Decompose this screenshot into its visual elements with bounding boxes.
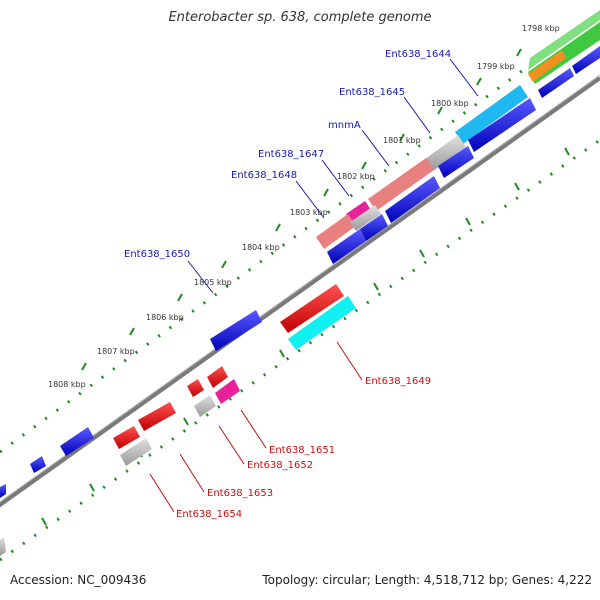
kbp-label-1808: 1808 kbp [48, 380, 86, 389]
gene-feature-blue-7[interactable] [327, 229, 366, 264]
gene-feature-ent638-1653[interactable] [138, 402, 176, 431]
gene-label-ent638-1644: Ent638_1644 [385, 49, 451, 60]
leader-lines-bottom [149, 341, 363, 513]
gene-feature-mnma[interactable] [368, 158, 434, 211]
outer-major-ticks [81, 48, 522, 371]
gene-feature-ent638-1650[interactable] [210, 310, 262, 351]
kbp-label-1805: 1805 kbp [194, 278, 232, 287]
kbp-label-1798: 1798 kbp [522, 24, 560, 33]
gene-feature-blue-8[interactable] [60, 427, 94, 456]
gene-feature-green-2[interactable] [528, 10, 600, 70]
gene-feature-orange[interactable] [528, 50, 566, 82]
gene-label-ent638-1648: Ent638_1648 [231, 170, 297, 181]
gene-feature-blue-3[interactable] [468, 98, 536, 152]
gene-label-ent638-1649: Ent638_1649 [365, 376, 431, 387]
gene-feature-red-small[interactable] [187, 379, 204, 397]
gene-feature-ent638-1647[interactable] [346, 201, 373, 226]
gene-label-ent638-1650: Ent638_1650 [124, 249, 190, 260]
map-title: Enterobacter sp. 638, complete genome [168, 10, 432, 25]
gene-feature-ent638-1645[interactable] [425, 135, 466, 171]
gene-label-ent638-1652: Ent638_1652 [247, 460, 313, 471]
gene-label-ent638-1647: Ent638_1647 [258, 149, 324, 160]
gene-feature-ent638-1651[interactable] [215, 379, 240, 404]
kbp-label-1806: 1806 kbp [146, 313, 184, 322]
gene-feature-ent638-1648[interactable] [316, 214, 356, 249]
gene-feature-ent638-1649-red[interactable] [280, 284, 344, 333]
gene-label-ent638-1645: Ent638_1645 [339, 87, 405, 98]
kbp-label-1802: 1802 kbp [337, 172, 375, 181]
genome-backbone [0, 76, 600, 508]
accession-text: Accession: NC_009436 [10, 573, 147, 587]
gene-feature-red-2[interactable] [113, 426, 140, 449]
inner-tick-ring [0, 138, 600, 562]
gene-feature-ent638-1648-b[interactable] [350, 205, 381, 231]
gene-feature-blue-1[interactable] [538, 68, 574, 98]
outer-tick-ring [0, 12, 600, 454]
kbp-label-1807: 1807 kbp [97, 347, 135, 356]
gene-label-ent638-1654: Ent638_1654 [176, 509, 242, 520]
gene-feature-blue-2[interactable] [572, 46, 600, 74]
gene-feature-blue-10[interactable] [0, 484, 6, 498]
gene-feature-ent638-1644[interactable] [455, 85, 528, 144]
gene-feature-blue-9[interactable] [30, 456, 46, 473]
kbp-label-1804: 1804 kbp [242, 243, 280, 252]
gene-label-mnma: mnmA [328, 120, 361, 131]
gene-feature-ent638-1652[interactable] [194, 395, 216, 417]
kbp-label-1799: 1799 kbp [477, 62, 515, 71]
kbp-label-1803: 1803 kbp [290, 208, 328, 217]
gene-feature-ent638-1649-cyan[interactable] [288, 296, 356, 350]
leader-lines-top [187, 58, 479, 294]
gene-label-ent638-1651: Ent638_1651 [269, 445, 335, 456]
gene-feature-blue-4[interactable] [438, 146, 474, 178]
kbp-label-1800: 1800 kbp [431, 99, 469, 108]
kbp-label-1801: 1801 kbp [383, 136, 421, 145]
gene-feature-blue-5[interactable] [385, 176, 440, 223]
gene-feature-ent638-1654[interactable] [120, 438, 152, 466]
gene-feature-blue-6[interactable] [360, 214, 388, 241]
genome-summary-text: Topology: circular; Length: 4,518,712 bp… [262, 573, 592, 587]
gene-feature-gray-edge[interactable] [0, 537, 6, 556]
gene-feature-ent638-1651-red[interactable] [207, 366, 228, 388]
gene-label-ent638-1653: Ent638_1653 [207, 488, 273, 499]
